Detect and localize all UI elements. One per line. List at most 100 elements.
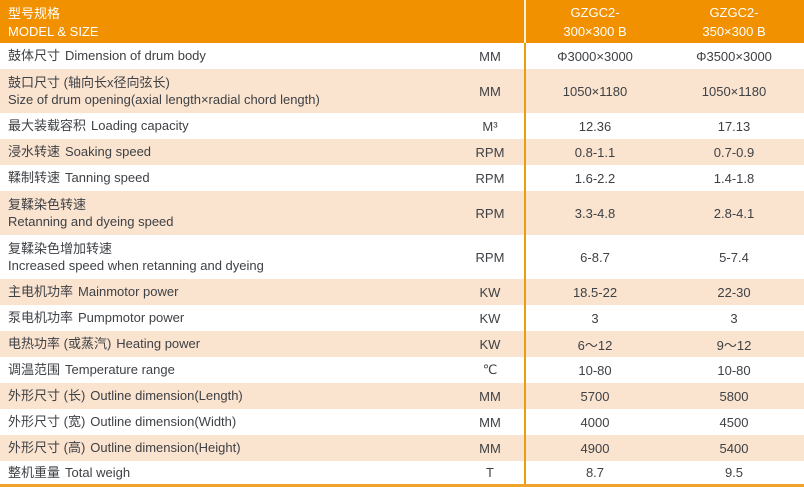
spec-unit-cell: T <box>486 465 494 480</box>
spec-unit-cell: MM <box>479 83 501 99</box>
spec-value-model1: 6～12 <box>524 331 664 357</box>
model-2-name: GZGC2- <box>709 4 759 20</box>
spec-value-model2: 9.5 <box>724 465 744 480</box>
spec-row: 鼓体尺寸 Dimension of drum body MM Φ3000×3000… <box>0 43 804 69</box>
header-model-1: GZGC2- 300×300 B <box>524 0 664 43</box>
bottom-accent-bar <box>0 484 804 487</box>
spec-value-model2: Φ3500×3000 <box>696 48 772 64</box>
spec-label-cell: 最大装载容积 Loading capacity <box>0 113 456 139</box>
spec-label-en: Size of drum opening(axial length×radial… <box>8 92 320 107</box>
spec-value-model1: 10-80 <box>524 357 664 383</box>
spec-label-zh: 外形尺寸 (高) <box>8 440 86 455</box>
spec-value-model1: Φ3000×3000 <box>524 43 664 69</box>
spec-unit-cell: MM <box>479 440 501 456</box>
spec-unit-cell: MM <box>479 388 501 404</box>
spec-value-model2: 1.4-1.8 <box>713 170 755 186</box>
spec-label: 鼓体尺寸 Dimension of drum body <box>8 48 206 64</box>
spec-row: 外形尺寸 (高) Outline dimension(Height) MM 490… <box>0 435 804 461</box>
spec-label-zh: 调温范围 <box>8 362 61 377</box>
spec-label-en: Dimension of drum body <box>65 48 206 63</box>
spec-label: 浸水转速 Soaking speed <box>8 144 151 160</box>
spec-label-en: Outline dimension(Width) <box>90 414 237 429</box>
spec-label: 泵电机功率 Pumpmotor power <box>8 310 184 326</box>
spec-label-cell: 鼓口尺寸 (轴向长x径向弦长) Size of drum opening(axia… <box>0 69 456 113</box>
spec-value-model1: 3 <box>524 305 664 331</box>
spec-row: 调温范围 Temperature range ℃ 10-80 10-80 <box>0 357 804 383</box>
spec-label: 外形尺寸 (宽) Outline dimension(Width) <box>8 414 236 430</box>
spec-row: 主电机功率 Mainmotor power KW 18.5-22 22-30 <box>0 279 804 305</box>
spec-label-en: Total weigh <box>65 464 131 480</box>
spec-label-en: Retanning and dyeing speed <box>8 214 174 229</box>
spec-row: 浸水转速 Soaking speed RPM 0.8-1.1 0.7-0.9 <box>0 139 804 165</box>
spec-label-zh: 浸水转速 <box>8 144 61 159</box>
spec-row: 外形尺寸 (长) Outline dimension(Length) MM 570… <box>0 383 804 409</box>
table-header-row: 型号规格 MODEL & SIZE GZGC2- 300×300 B GZGC2… <box>0 0 804 43</box>
spec-value-model1: 0.8-1.1 <box>524 139 664 165</box>
spec-unit-cell: RPM <box>475 205 505 221</box>
spec-row: 复鞣染色转速 Retanning and dyeing speed RPM 3.3… <box>0 191 804 235</box>
spec-label-en: Temperature range <box>65 362 175 377</box>
model-1-size: 300×300 B <box>563 23 627 39</box>
spec-label-en: Pumpmotor power <box>78 310 185 325</box>
spec-label: 外形尺寸 (长) Outline dimension(Length) <box>8 388 243 404</box>
spec-value-model2: 0.7-0.9 <box>713 144 755 160</box>
spec-value-model1: 3.3-4.8 <box>524 191 664 235</box>
spec-label-en: Heating power <box>116 336 201 351</box>
spec-label-en: Tanning speed <box>65 170 150 185</box>
spec-label: 外形尺寸 (高) Outline dimension(Height) <box>8 440 241 456</box>
spec-label-en: Outline dimension(Length) <box>90 388 243 403</box>
spec-label-cell: 复鞣染色转速 Retanning and dyeing speed <box>0 191 456 235</box>
spec-unit-cell: RPM <box>475 170 505 186</box>
spec-unit-cell: RPM <box>475 144 505 160</box>
spec-label: 调温范围 Temperature range <box>8 362 175 378</box>
spec-value-model1: 6-8.7 <box>524 235 664 279</box>
spec-label-cell: 泵电机功率 Pumpmotor power <box>0 305 456 331</box>
spec-value-model1: 18.5-22 <box>524 279 664 305</box>
spec-label: 鼓口尺寸 (轴向长x径向弦长) Size of drum opening(axia… <box>8 74 320 108</box>
spec-value-model1: 8.7 <box>524 461 664 484</box>
spec-row: 鼓口尺寸 (轴向长x径向弦长) Size of drum opening(axia… <box>0 69 804 113</box>
spec-label-zh: 复鞣染色增加转速 <box>8 241 113 256</box>
spec-unit-cell: KW <box>479 284 501 300</box>
spec-label-cell: 调温范围 Temperature range <box>0 357 456 383</box>
spec-value-model2: 2.8-4.1 <box>713 205 755 221</box>
spec-label: 主电机功率 Mainmotor power <box>8 284 178 300</box>
spec-unit-cell: MM <box>479 414 501 430</box>
spec-unit-cell: MM <box>479 48 501 64</box>
spec-row: 复鞣染色增加转速 Increased speed when retanning a… <box>0 235 804 279</box>
spec-label-en: Increased speed when retanning and dyein… <box>8 258 264 273</box>
header-title-en: MODEL & SIZE <box>8 24 99 39</box>
spec-label: 复鞣染色转速 Retanning and dyeing speed <box>8 196 174 230</box>
spec-unit-cell: M³ <box>482 118 498 134</box>
spec-label: 电热功率 (或蒸汽) Heating power <box>8 336 200 352</box>
spec-value-model2: 17.13 <box>717 118 751 134</box>
spec-label-cell: 外形尺寸 (宽) Outline dimension(Width) <box>0 409 456 435</box>
header-unit-spacer <box>456 0 524 43</box>
spec-label-zh: 鼓体尺寸 <box>8 48 61 63</box>
model-2-size: 350×300 B <box>702 23 766 39</box>
spec-row: 鞣制转速 Tanning speed RPM 1.6-2.2 1.4-1.8 <box>0 165 804 191</box>
spec-label-cell: 鞣制转速 Tanning speed <box>0 165 456 191</box>
spec-value-model1: 4900 <box>524 435 664 461</box>
spec-value-model2: 9～12 <box>716 337 752 353</box>
spec-label-cell: 电热功率 (或蒸汽) Heating power <box>0 331 456 357</box>
spec-label-zh: 泵电机功率 <box>8 310 74 325</box>
spec-row: 整机重量 Total weigh T 8.7 9.5 <box>0 461 804 484</box>
spec-label-zh: 复鞣染色转速 <box>8 197 87 212</box>
spec-value-model1: 4000 <box>524 409 664 435</box>
spec-label-zh: 主电机功率 <box>8 284 74 299</box>
spec-value-model1: 1050×1180 <box>524 69 664 113</box>
spec-label-en: Soaking speed <box>65 144 152 159</box>
spec-label-cell: 主电机功率 Mainmotor power <box>0 279 456 305</box>
spec-unit-cell: RPM <box>475 249 505 265</box>
spec-row: 泵电机功率 Pumpmotor power KW 3 3 <box>0 305 804 331</box>
spec-value-model2: 5-7.4 <box>719 249 749 265</box>
spec-label: 最大装载容积 Loading capacity <box>8 118 189 134</box>
spec-label-zh: 整机重量 <box>8 464 61 480</box>
header-title-cell: 型号规格 MODEL & SIZE <box>0 0 456 43</box>
model-1-name: GZGC2- <box>570 4 620 20</box>
spec-label-cell: 复鞣染色增加转速 Increased speed when retanning a… <box>0 235 456 279</box>
spec-row: 最大装载容积 Loading capacity M³ 12.36 17.13 <box>0 113 804 139</box>
spec-unit-cell: KW <box>479 336 501 352</box>
